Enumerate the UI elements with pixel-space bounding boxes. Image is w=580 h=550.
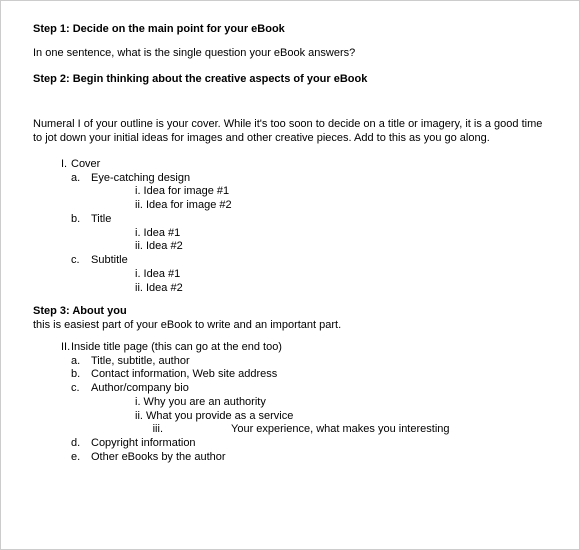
outline-i-c-lbl: c. (71, 254, 91, 268)
outline-ii-title: Inside title page (this can go at the en… (71, 341, 551, 355)
outline-i: I. Cover a. Eye-catching design i. Idea … (33, 158, 551, 296)
outline-ii-b-text: Contact information, Web site address (91, 368, 551, 382)
outline-i-b-text: Title (91, 213, 551, 227)
outline-i-a-i2: ii. Idea for image #2 (71, 199, 551, 213)
outline-ii-d: d. Copyright information (71, 437, 551, 451)
outline-ii-d-text: Copyright information (91, 437, 551, 451)
outline-ii-a: a. Title, subtitle, author (71, 355, 551, 369)
outline-i-a-i1: i. Idea for image #1 (71, 185, 551, 199)
outline-ii-c-i3-lbl: iii. (135, 423, 167, 437)
outline-ii-c-i2: ii. What you provide as a service (71, 410, 551, 424)
outline-ii: II. Inside title page (this can go at th… (33, 341, 551, 465)
outline-ii-c-i3-text: Your experience, what makes you interest… (167, 423, 450, 437)
outline-i-b-i2: ii. Idea #2 (71, 240, 551, 254)
step3-body: this is easiest part of your eBook to wr… (33, 319, 551, 333)
outline-ii-c-i1: i. Why you are an authority (71, 396, 551, 410)
outline-ii-e: e. Other eBooks by the author (71, 451, 551, 465)
step3-heading: Step 3: About you (33, 305, 551, 319)
spacer (33, 295, 551, 305)
outline-i-b-i1: i. Idea #1 (71, 227, 551, 241)
roman-ii: II. (33, 341, 71, 465)
roman-i: I. (33, 158, 71, 296)
step2-body: Numeral I of your outline is your cover.… (33, 118, 551, 146)
step1-body: In one sentence, what is the single ques… (33, 47, 551, 61)
outline-ii-e-lbl: e. (71, 451, 91, 465)
outline-i-b-lbl: b. (71, 213, 91, 227)
outline-ii-b: b. Contact information, Web site address (71, 368, 551, 382)
outline-ii-b-lbl: b. (71, 368, 91, 382)
spacer (33, 96, 551, 118)
outline-ii-c: c. Author/company bio (71, 382, 551, 396)
outline-ii-c-text: Author/company bio (91, 382, 551, 396)
outline-i-c-text: Subtitle (91, 254, 551, 268)
outline-ii-c-i3: iii. Your experience, what makes you int… (71, 423, 551, 437)
outline-i-c: c. Subtitle (71, 254, 551, 268)
outline-i-a-text: Eye-catching design (91, 172, 551, 186)
outline-i-a: a. Eye-catching design (71, 172, 551, 186)
outline-i-title: Cover (71, 158, 551, 172)
outline-ii-a-text: Title, subtitle, author (91, 355, 551, 369)
outline-i-c-i2: ii. Idea #2 (71, 282, 551, 296)
step1-heading: Step 1: Decide on the main point for you… (33, 23, 551, 37)
outline-i-b: b. Title (71, 213, 551, 227)
outline-ii-a-lbl: a. (71, 355, 91, 369)
outline-i-a-lbl: a. (71, 172, 91, 186)
outline-ii-e-text: Other eBooks by the author (91, 451, 551, 465)
step2-heading: Step 2: Begin thinking about the creativ… (33, 73, 551, 87)
outline-ii-c-lbl: c. (71, 382, 91, 396)
outline-i-c-i1: i. Idea #1 (71, 268, 551, 282)
outline-ii-d-lbl: d. (71, 437, 91, 451)
